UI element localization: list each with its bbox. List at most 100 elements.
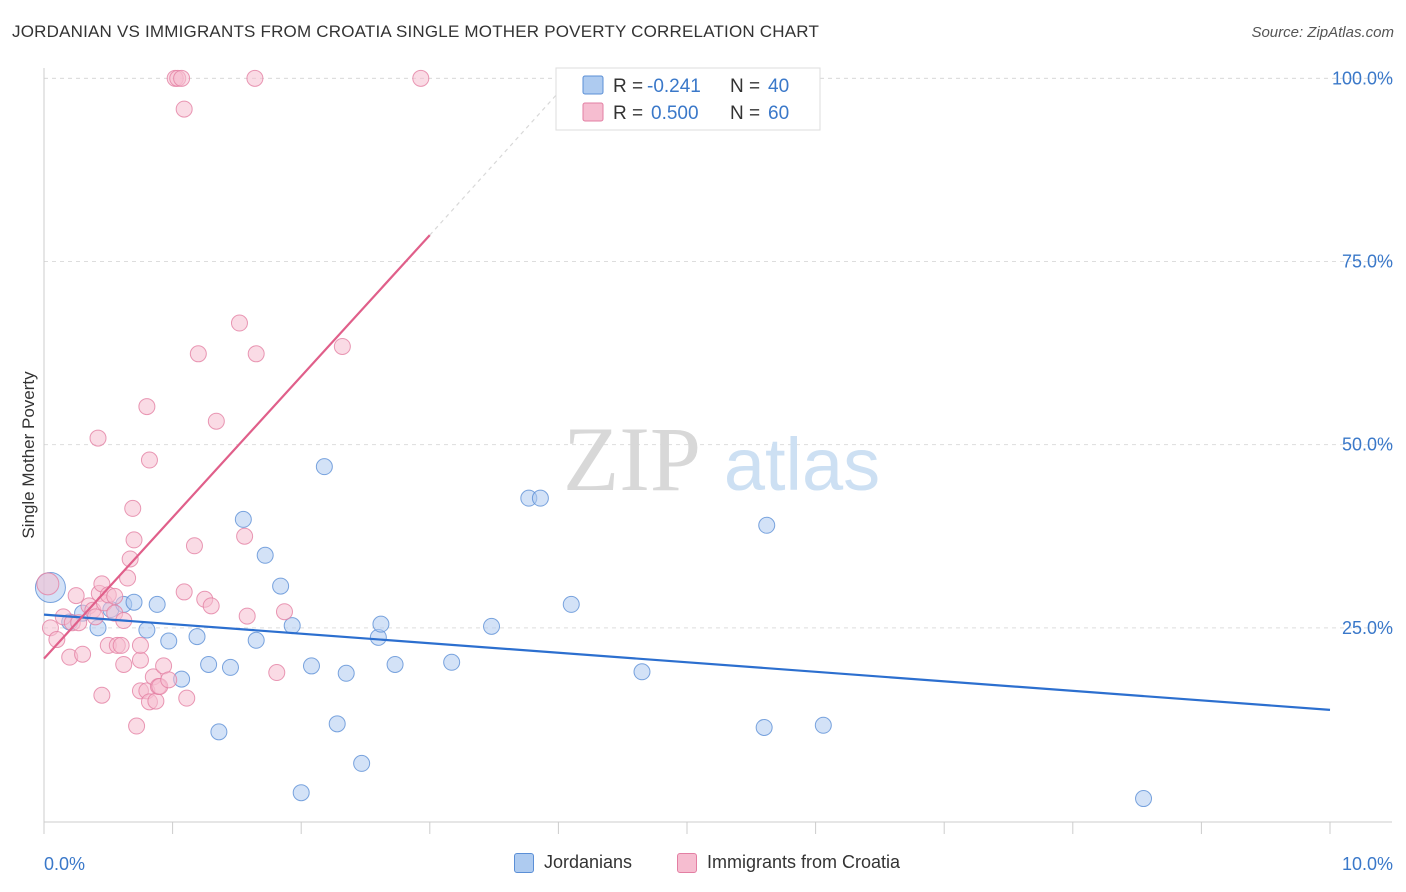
- data-point-jordanians: [372, 615, 390, 633]
- grid-layer: [44, 77, 1392, 629]
- source-label: Source: ZipAtlas.com: [1251, 24, 1394, 41]
- y-axis-label: Single Mother Poverty: [19, 371, 38, 539]
- watermark-zip: ZIP: [563, 408, 701, 510]
- data-point-croatia: [160, 671, 178, 689]
- data-point-croatia: [246, 69, 264, 87]
- stats-r-value-2: 0.500: [651, 103, 699, 124]
- legend-label-jordanians: Jordanians: [544, 852, 633, 872]
- data-point-jordanians: [758, 516, 776, 534]
- trend-line-extension-croatia: [429, 77, 572, 236]
- watermark: ZIP atlas: [563, 408, 880, 510]
- data-point-jordanians: [200, 655, 218, 673]
- axis-layer: 25.0% 50.0% 75.0% 100.0% 0.0% 10.0%: [43, 68, 1393, 874]
- data-point-croatia: [236, 527, 254, 545]
- data-point-croatia: [131, 651, 149, 669]
- data-point-jordanians: [1135, 790, 1153, 808]
- trend-layer: [43, 77, 1331, 711]
- data-point-croatia: [247, 345, 265, 363]
- x-tick-label: 10.0%: [1342, 854, 1393, 874]
- data-point-croatia: [131, 636, 149, 654]
- x-tick-label: 0.0%: [44, 854, 85, 874]
- data-point-jordanians: [353, 754, 371, 772]
- data-point-jordanians: [302, 657, 320, 675]
- data-point-croatia: [189, 345, 207, 363]
- stats-legend-box: R = -0.241 N = 40 R = 0.500 N = 60: [555, 67, 821, 131]
- data-point-croatia: [125, 531, 143, 549]
- data-point-croatia: [275, 603, 293, 621]
- data-point-croatia: [138, 398, 156, 416]
- data-point-jordanians: [221, 658, 239, 676]
- data-point-croatia: [185, 537, 203, 555]
- chart-title: JORDANIAN VS IMMIGRANTS FROM CROATIA SIN…: [12, 22, 820, 41]
- data-point-jordanians: [272, 577, 290, 595]
- data-point-croatia: [178, 689, 196, 707]
- data-point-jordanians: [633, 663, 651, 681]
- legend-item-croatia[interactable]: Immigrants from Croatia: [677, 852, 900, 873]
- data-point-croatia: [140, 451, 158, 469]
- data-point-croatia: [36, 572, 60, 596]
- data-point-croatia: [86, 608, 104, 626]
- data-point-croatia: [173, 69, 191, 87]
- data-point-croatia: [207, 412, 225, 430]
- data-point-jordanians: [755, 718, 773, 736]
- data-point-jordanians: [315, 458, 333, 476]
- data-point-croatia: [112, 636, 130, 654]
- data-point-jordanians: [531, 489, 549, 507]
- data-point-croatia: [70, 614, 88, 632]
- data-point-jordanians: [283, 617, 301, 635]
- stats-swatch-croatia: [582, 102, 604, 122]
- points-layer: [34, 69, 1153, 808]
- data-point-croatia: [230, 314, 248, 332]
- y-tick-label: 100.0%: [1332, 68, 1393, 88]
- data-point-croatia: [175, 100, 193, 118]
- data-point-croatia: [124, 499, 142, 517]
- data-point-jordanians: [188, 628, 206, 646]
- data-point-croatia: [89, 429, 107, 447]
- legend-swatch-jordanians: [514, 852, 534, 873]
- data-point-croatia: [106, 587, 124, 605]
- data-point-croatia: [67, 587, 85, 605]
- data-point-jordanians: [125, 593, 143, 611]
- stats-n-label-2: N =: [730, 103, 760, 124]
- stats-n-value-1: 40: [768, 76, 789, 97]
- data-point-jordanians: [247, 631, 265, 649]
- y-tick-label: 50.0%: [1342, 435, 1393, 455]
- stats-r-label-1: R =: [613, 76, 643, 97]
- data-point-jordanians: [386, 655, 404, 673]
- data-point-jordanians: [483, 617, 501, 635]
- data-point-croatia: [147, 692, 165, 710]
- watermark-atlas: atlas: [724, 423, 880, 506]
- trend-line-jordanians: [43, 613, 1331, 711]
- data-point-jordanians: [562, 595, 580, 613]
- data-point-jordanians: [292, 784, 310, 802]
- data-point-croatia: [119, 569, 137, 587]
- stats-n-label-1: N =: [730, 76, 760, 97]
- data-point-croatia: [74, 645, 92, 663]
- data-point-jordanians: [337, 664, 355, 682]
- data-point-croatia: [268, 664, 286, 682]
- data-point-croatia: [115, 655, 133, 673]
- data-point-croatia: [412, 69, 430, 87]
- data-point-croatia: [48, 631, 66, 649]
- y-tick-label: 75.0%: [1342, 251, 1393, 271]
- data-point-croatia: [238, 607, 256, 625]
- trend-line-croatia: [43, 234, 431, 660]
- data-point-jordanians: [814, 716, 832, 734]
- data-point-jordanians: [210, 723, 228, 741]
- legend-item-jordanians[interactable]: Jordanians: [514, 852, 632, 873]
- stats-swatch-jordanians: [582, 75, 604, 95]
- data-point-jordanians: [256, 546, 274, 564]
- data-point-croatia: [121, 550, 139, 568]
- stats-r-value-1: -0.241: [647, 76, 701, 97]
- data-point-jordanians: [443, 653, 461, 671]
- y-tick-label: 25.0%: [1342, 618, 1393, 638]
- data-point-croatia: [93, 686, 111, 704]
- data-point-jordanians: [234, 510, 252, 528]
- data-point-jordanians: [148, 595, 166, 613]
- legend-swatch-croatia: [677, 852, 697, 873]
- stats-r-label-2: R =: [613, 103, 643, 124]
- data-point-croatia: [128, 717, 146, 735]
- data-point-croatia: [202, 597, 220, 615]
- data-point-jordanians: [138, 621, 156, 639]
